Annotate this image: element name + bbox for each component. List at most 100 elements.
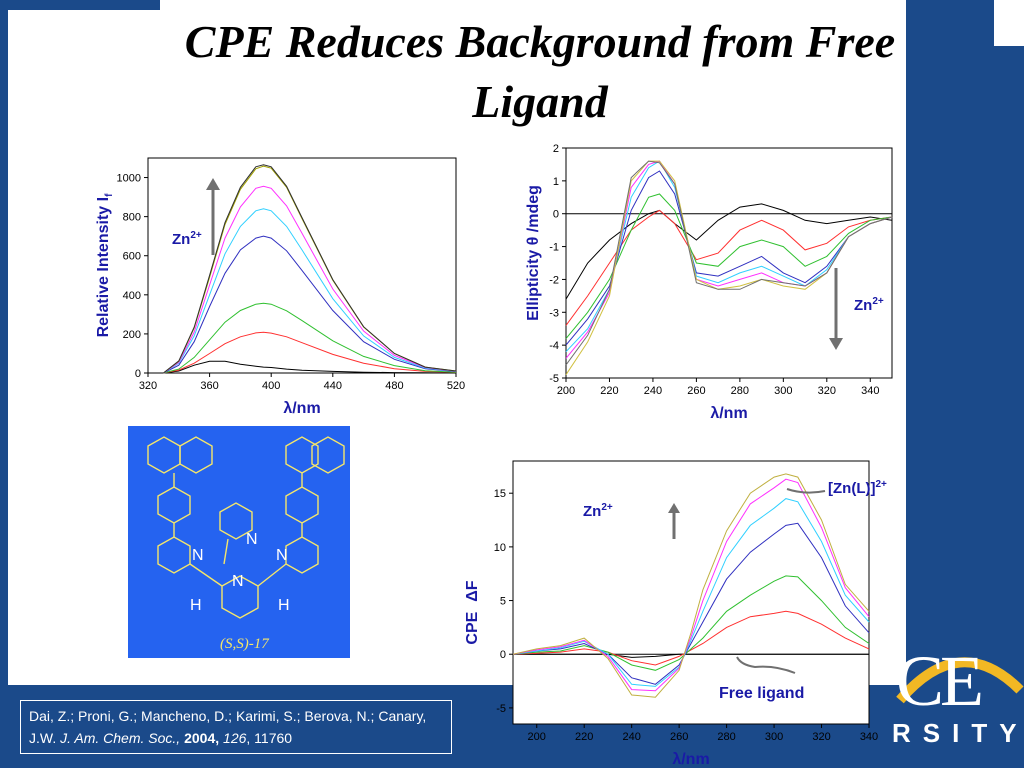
chart2-x-axis-label: λ/nm — [710, 405, 747, 422]
chart2-xtick-label: 320 — [818, 385, 836, 397]
chart2-ytick-label: -5 — [549, 373, 559, 385]
citation-authors: Dai, Z.; Proni, G.; Mancheno, D.; Karimi… — [29, 708, 427, 746]
chart3-ytick-label: 5 — [500, 596, 506, 608]
chart3-free-ligand-pointer — [736, 656, 796, 674]
chart3-zn-annotation: Zn2+ — [583, 502, 613, 520]
chart1-series-line-2 — [163, 331, 457, 374]
chart1-xtick-label: 400 — [262, 380, 280, 392]
logo-corner — [994, 0, 1024, 46]
chart3-ytick-label: 10 — [494, 542, 506, 554]
chart1-series-line-5 — [163, 208, 457, 374]
chart2-series-line-8 — [565, 160, 893, 366]
fluorescence-chart: 320 360 400 440 480 520 0 200 400 600 800 1000 λ/nm R… — [95, 157, 465, 417]
atom-h-left: H — [190, 597, 202, 614]
citation-box: Dai, Z.; Proni, G.; Mancheno, D.; Karimi… — [20, 700, 452, 754]
chart1-series-line-6 — [163, 185, 457, 374]
chart1-ytick-label: 200 — [123, 329, 141, 341]
chart2-xtick-label: 260 — [687, 385, 705, 397]
chart3-series-line-3 — [512, 575, 870, 671]
chart2-series-line-4 — [565, 170, 893, 346]
chart3-ytick-label: 0 — [500, 649, 506, 661]
atom-n-center: N — [232, 573, 244, 590]
cpe-chart: 200 220 240 260 280 300 320 340 -5 0 5 10 15 λ/nm CPEΔ… — [464, 460, 887, 768]
cd-spectrum-chart: 200 220 240 260 280 300 320 340 -5 -4 -3 -2 -1 0 1 2 λ/n… — [525, 143, 893, 422]
chart3-complex-annotation: [Zn(L)]2+ — [828, 479, 887, 497]
chart3-x-axis-label: λ/nm — [672, 751, 709, 768]
chemical-structure-panel: N N N N H H (S,S)-17 — [128, 426, 350, 658]
citation-pages: , 11760 — [246, 730, 293, 746]
structure-label: (S,S)-17 — [220, 636, 270, 652]
chart3-xtick-label: 280 — [717, 731, 735, 743]
citation-journal: J. Am. Chem. Soc., — [60, 730, 181, 746]
atom-n-right: N — [276, 547, 288, 564]
chart2-xtick-label: 300 — [774, 385, 792, 397]
chart1-series-line-8 — [163, 164, 457, 374]
chart3-xtick-label: 200 — [528, 731, 546, 743]
chart1-series-line-1 — [163, 360, 457, 374]
chart2-arrow-head — [829, 338, 843, 350]
chart3-xtick-label: 260 — [670, 731, 688, 743]
chart2-ytick-label: 2 — [553, 143, 559, 155]
chart1-series-line-4 — [163, 235, 457, 374]
chart2-xtick-label: 280 — [731, 385, 749, 397]
chart1-zn-annotation: Zn2+ — [172, 230, 202, 248]
chart3-plot-frame — [512, 460, 870, 725]
chart1-xtick-label: 520 — [447, 380, 465, 392]
chart1-plot-frame — [147, 157, 457, 374]
chart2-xtick-label: 240 — [644, 385, 662, 397]
chart1-ytick-label: 400 — [123, 290, 141, 302]
chart1-x-axis-label: λ/nm — [283, 400, 320, 417]
chart2-zn-annotation: Zn2+ — [854, 296, 884, 314]
chart1-ytick-label: 1000 — [117, 173, 141, 185]
chart3-series-line-2 — [512, 610, 870, 666]
chart1-xtick-label: 440 — [324, 380, 342, 392]
chart1-ytick-label: 800 — [123, 212, 141, 224]
chart1-y-axis-label: Relative Intensity If — [95, 193, 115, 338]
chart1-xtick-label: 320 — [139, 380, 157, 392]
chart2-ytick-label: -2 — [549, 274, 559, 286]
chart3-xtick-label: 300 — [765, 731, 783, 743]
atom-h-right: H — [278, 597, 290, 614]
chart3-xtick-label: 220 — [575, 731, 593, 743]
chart1-series-line-3 — [163, 302, 457, 374]
chart3-series-line-7 — [512, 473, 870, 698]
chart2-y-axis-label: Ellipticity θ /mdeg — [525, 185, 542, 321]
chart3-xtick-label: 320 — [812, 731, 830, 743]
chart2-xtick-label: 220 — [600, 385, 618, 397]
chart1-ytick-label: 600 — [123, 251, 141, 263]
chart1-xtick-label: 360 — [200, 380, 218, 392]
chart3-series-line-4 — [512, 522, 870, 685]
chart3-xtick-label: 240 — [622, 731, 640, 743]
logo-panel — [906, 0, 1024, 768]
chart2-ytick-label: -4 — [549, 340, 559, 352]
chart2-xtick-label: 340 — [861, 385, 879, 397]
university-logo-letters: CE — [896, 641, 984, 721]
chart2-ytick-label: -3 — [549, 307, 559, 319]
chart2-xtick-label: 200 — [557, 385, 575, 397]
chart3-series-line-6 — [512, 478, 870, 692]
chart3-arrow-head — [668, 503, 680, 513]
chart1-ytick-label: 0 — [135, 368, 141, 380]
chart3-y-axis-label: CPEΔF — [464, 580, 481, 644]
chart2-series-line-5 — [565, 160, 893, 353]
chart3-ytick-label: 15 — [494, 488, 506, 500]
chart3-complex-pointer — [786, 488, 826, 494]
university-logo-swoosh — [896, 657, 1024, 704]
chart2-ytick-label: 0 — [553, 209, 559, 221]
university-logo-word: RSITY — [892, 718, 1024, 748]
chart2-series-line-2 — [565, 209, 893, 326]
chart1-xtick-label: 480 — [385, 380, 403, 392]
chart2-ytick-label: 1 — [553, 176, 559, 188]
atom-n-top: N — [246, 531, 258, 548]
atom-n-left: N — [192, 547, 204, 564]
chart3-ytick-label: -5 — [496, 703, 506, 715]
chemical-structure-drawing: N N N N H H (S,S)-17 — [147, 436, 345, 652]
citation-volume: 126 — [223, 730, 247, 746]
chart3-series-line-5 — [512, 498, 870, 687]
chart1-arrow-head — [206, 178, 220, 190]
chart2-ytick-label: -1 — [549, 242, 559, 254]
left-frame-bar — [0, 0, 8, 768]
citation-year: 2004, — [184, 730, 220, 746]
chart3-series-line-1 — [513, 653, 869, 658]
top-frame-bar — [0, 0, 160, 10]
